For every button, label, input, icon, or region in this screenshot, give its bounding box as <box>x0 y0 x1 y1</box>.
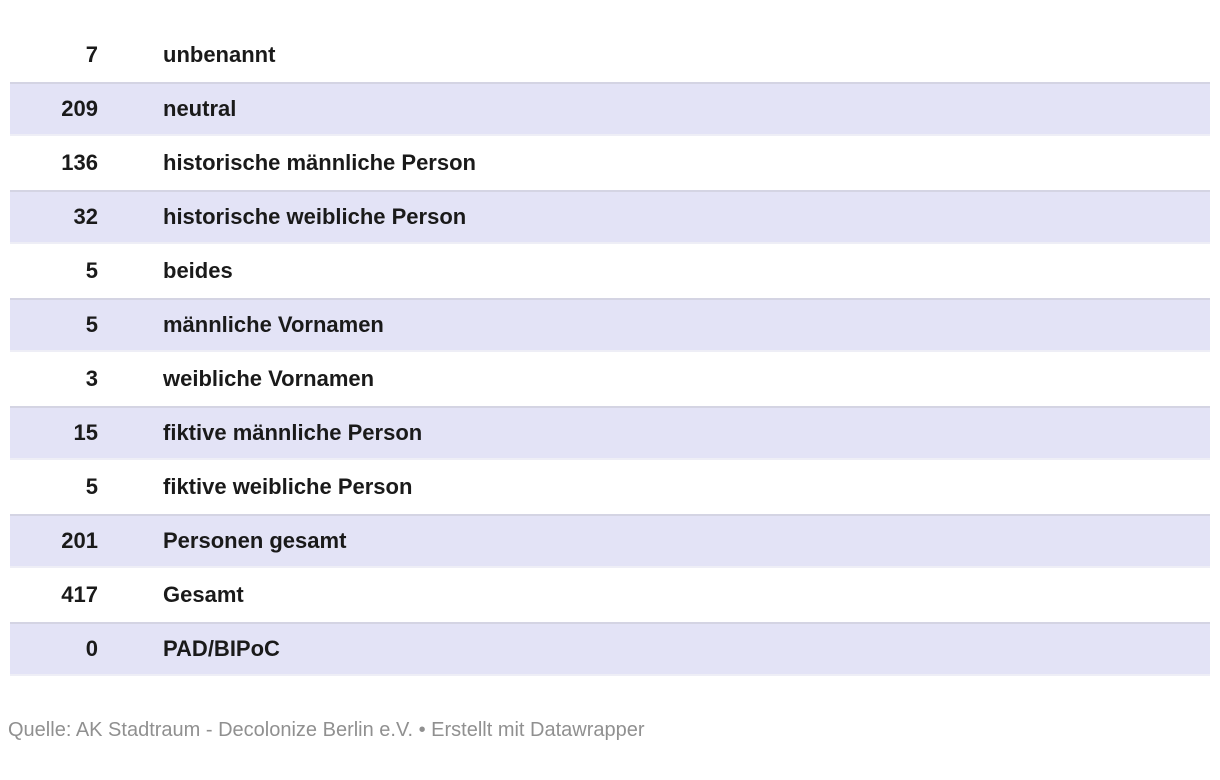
row-value: 7 <box>85 42 98 67</box>
row-label: PAD/BIPoC <box>163 636 280 661</box>
row-value: 417 <box>61 582 98 607</box>
row-value: 15 <box>73 420 98 445</box>
table-row: 32 historische weibliche Person <box>10 190 1210 244</box>
row-label: neutral <box>163 96 237 121</box>
row-value: 5 <box>85 474 98 499</box>
table-row: 209 neutral <box>10 82 1210 136</box>
table-row: 5 männliche Vornamen <box>10 298 1210 352</box>
table-row: 417 Gesamt <box>10 568 1210 622</box>
row-label: beides <box>163 258 233 283</box>
source-credit-line: Quelle: AK Stadtraum - Decolonize Berlin… <box>8 719 645 741</box>
data-table: 7 unbenannt 209 neutral 136 historische … <box>10 28 1210 676</box>
row-label: fiktive männliche Person <box>163 420 423 445</box>
row-label: historische männliche Person <box>163 150 476 175</box>
row-value: 3 <box>85 366 98 391</box>
table-row: 3 weibliche Vornamen <box>10 352 1210 406</box>
row-label: historische weibliche Person <box>163 204 467 229</box>
row-value: 5 <box>85 312 98 337</box>
row-value: 0 <box>85 636 98 661</box>
row-label: männliche Vornamen <box>163 312 384 337</box>
table-row: 15 fiktive männliche Person <box>10 406 1210 460</box>
row-label: Personen gesamt <box>163 528 347 553</box>
row-value: 32 <box>73 204 98 229</box>
row-value: 209 <box>61 96 98 121</box>
row-value: 136 <box>61 150 98 175</box>
table-row: 5 beides <box>10 244 1210 298</box>
row-label: Gesamt <box>163 582 244 607</box>
table-row: 201 Personen gesamt <box>10 514 1210 568</box>
row-label: fiktive weibliche Person <box>163 474 413 499</box>
table-row: 136 historische männliche Person <box>10 136 1210 190</box>
row-label: weibliche Vornamen <box>163 366 375 391</box>
table-row: 5 fiktive weibliche Person <box>10 460 1210 514</box>
table-row: 7 unbenannt <box>10 28 1210 82</box>
row-value: 5 <box>85 258 98 283</box>
row-label: unbenannt <box>163 42 276 67</box>
table-row: 0 PAD/BIPoC <box>10 622 1210 676</box>
row-value: 201 <box>61 528 98 553</box>
